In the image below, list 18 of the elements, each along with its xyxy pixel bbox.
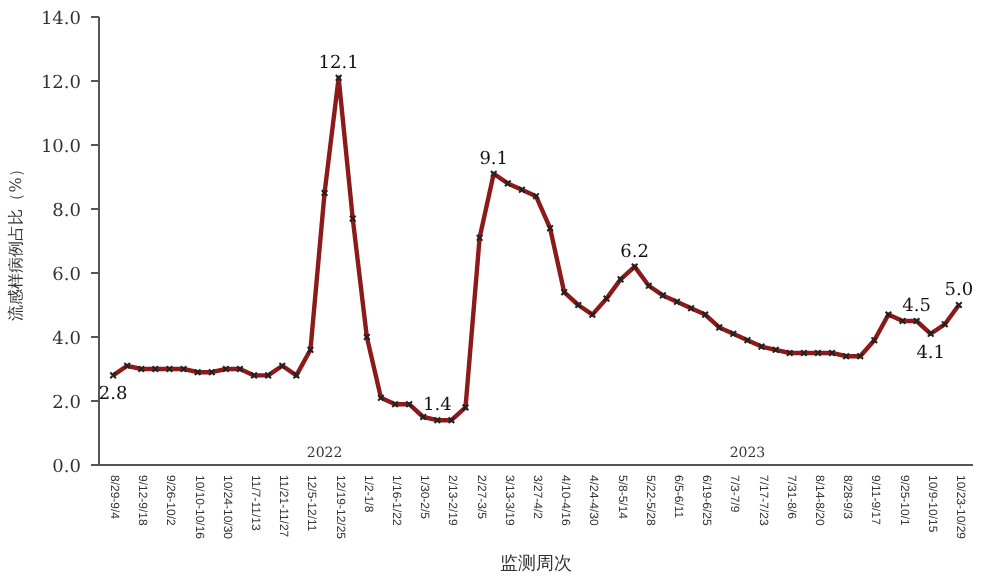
y-tick-label: 14.0: [40, 10, 82, 30]
data-label: 2.8: [98, 385, 128, 406]
y-tick-label: 0.0: [52, 458, 82, 478]
x-axis-title: 监测周次: [500, 553, 572, 576]
data-label: 4.5: [902, 297, 932, 317]
y-axis-title: 流感样病例占比（%）: [6, 161, 25, 321]
y-tick-label: 12.0: [40, 74, 82, 94]
y-tick-label: 8.0: [52, 202, 82, 222]
data-label: 4.1: [916, 343, 946, 364]
data-label: 6.2: [620, 242, 650, 263]
y-tick-label: 6.0: [52, 266, 82, 286]
data-label: 9.1: [479, 149, 509, 170]
y-tick-label: 4.0: [52, 330, 82, 350]
y-tick-label: 2.0: [52, 394, 82, 414]
data-label: 5.0: [944, 281, 974, 301]
data-label: 1.4: [423, 396, 453, 417]
data-label: 12.1: [318, 53, 359, 74]
y-tick-label: 10.0: [40, 138, 82, 158]
